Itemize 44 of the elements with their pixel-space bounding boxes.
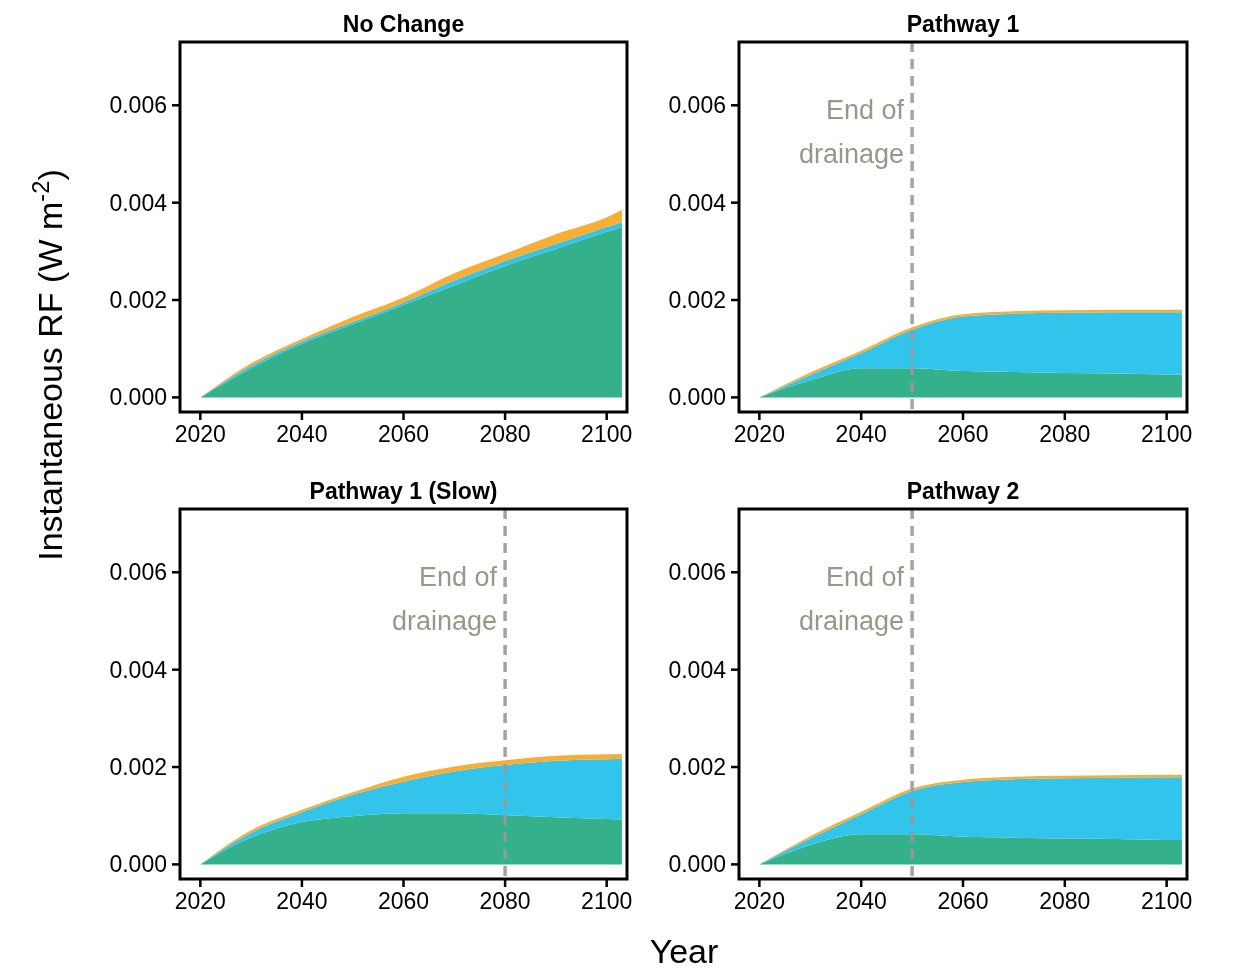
x-tick-label: 2100 — [581, 888, 633, 914]
ref-line-label: End of drainage — [799, 95, 905, 169]
chart-title: Pathway 1 — [906, 11, 1020, 37]
y-tick-label: 0.000 — [109, 384, 167, 411]
y-tick-label: 0.006 — [109, 92, 167, 119]
y-tick-label: 0.004 — [109, 189, 168, 216]
y-tick-label: 0.002 — [668, 287, 726, 314]
chart-title: Pathway 1 (Slow) — [309, 478, 498, 504]
y-tick-label: 0.000 — [109, 851, 167, 878]
chart-title: Pathway 2 — [906, 478, 1020, 504]
y-tick-label: 0.004 — [109, 656, 168, 683]
y-tick-label: 0.004 — [668, 189, 727, 216]
x-tick-label: 2020 — [733, 888, 785, 914]
x-tick-label: 2020 — [174, 888, 226, 914]
x-tick-label: 2040 — [276, 888, 328, 914]
x-tick-label: 2060 — [937, 421, 989, 447]
ref-line-label: End of drainage — [392, 562, 498, 636]
y-tick-label: 0.006 — [109, 559, 167, 586]
y-tick-label: 0.000 — [668, 384, 726, 411]
x-tick-label: 2080 — [479, 421, 531, 447]
x-tick-label: 2080 — [479, 888, 531, 914]
y-tick-label: 0.006 — [668, 559, 726, 586]
x-tick-label: 2060 — [937, 888, 989, 914]
y-tick-label: 0.002 — [109, 754, 167, 781]
x-tick-label: 2060 — [377, 421, 430, 447]
y-tick-label: 0.004 — [668, 656, 727, 683]
x-tick-label: 2080 — [1039, 421, 1091, 447]
x-axis-title: Year — [649, 932, 719, 970]
x-tick-label: 2080 — [1039, 888, 1091, 914]
chart-title: No Change — [342, 11, 465, 37]
x-tick-label: 2040 — [276, 421, 328, 447]
x-tick-label: 2060 — [377, 888, 430, 914]
x-tick-label: 2100 — [1141, 421, 1193, 447]
y-tick-label: 0.000 — [668, 851, 726, 878]
x-tick-label: 2020 — [733, 421, 785, 447]
x-tick-label: 2020 — [174, 421, 226, 447]
x-tick-label: 2040 — [835, 421, 887, 447]
y-tick-label: 0.002 — [668, 754, 726, 781]
y-tick-label: 0.006 — [668, 92, 726, 119]
x-tick-label: 2100 — [1141, 888, 1193, 914]
ref-line-label: End of drainage — [799, 562, 905, 636]
x-tick-label: 2040 — [835, 888, 887, 914]
x-tick-label: 2100 — [581, 421, 633, 447]
y-tick-label: 0.002 — [109, 287, 167, 314]
